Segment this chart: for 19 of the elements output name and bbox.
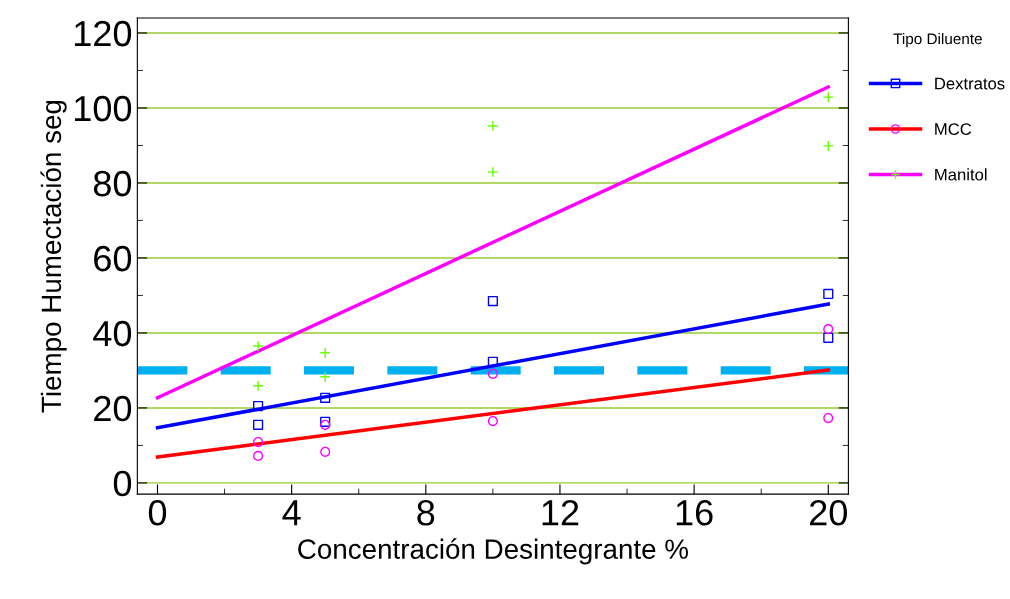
x-tick-label: 16 (676, 499, 713, 526)
y-tick-label: 60 (94, 245, 132, 272)
y-tick-label: 40 (93, 320, 132, 347)
x-tick-label: 0 (148, 499, 167, 526)
y-tick-label: 20 (94, 395, 132, 422)
y-tick-label: 100 (75, 95, 132, 122)
y-tick-label: 80 (93, 170, 132, 197)
legend-title: Tipo Diluente (893, 32, 982, 48)
y-tick-label: 120 (75, 20, 132, 47)
y-axis-title: Tiempo Humectación seg (40, 100, 67, 413)
y-tick-label: 0 (113, 470, 132, 497)
legend-label: MCC (935, 123, 972, 135)
x-tick-label: 20 (810, 499, 847, 526)
x-tick-label: 4 (282, 500, 301, 526)
x-tick-label: 8 (417, 499, 435, 526)
legend-label: Manitol (935, 168, 987, 181)
x-tick-label: 12 (542, 499, 579, 526)
x-axis-title: Concentración Desintegrante % (298, 538, 688, 565)
legend-label: Dextratos (935, 77, 1005, 90)
